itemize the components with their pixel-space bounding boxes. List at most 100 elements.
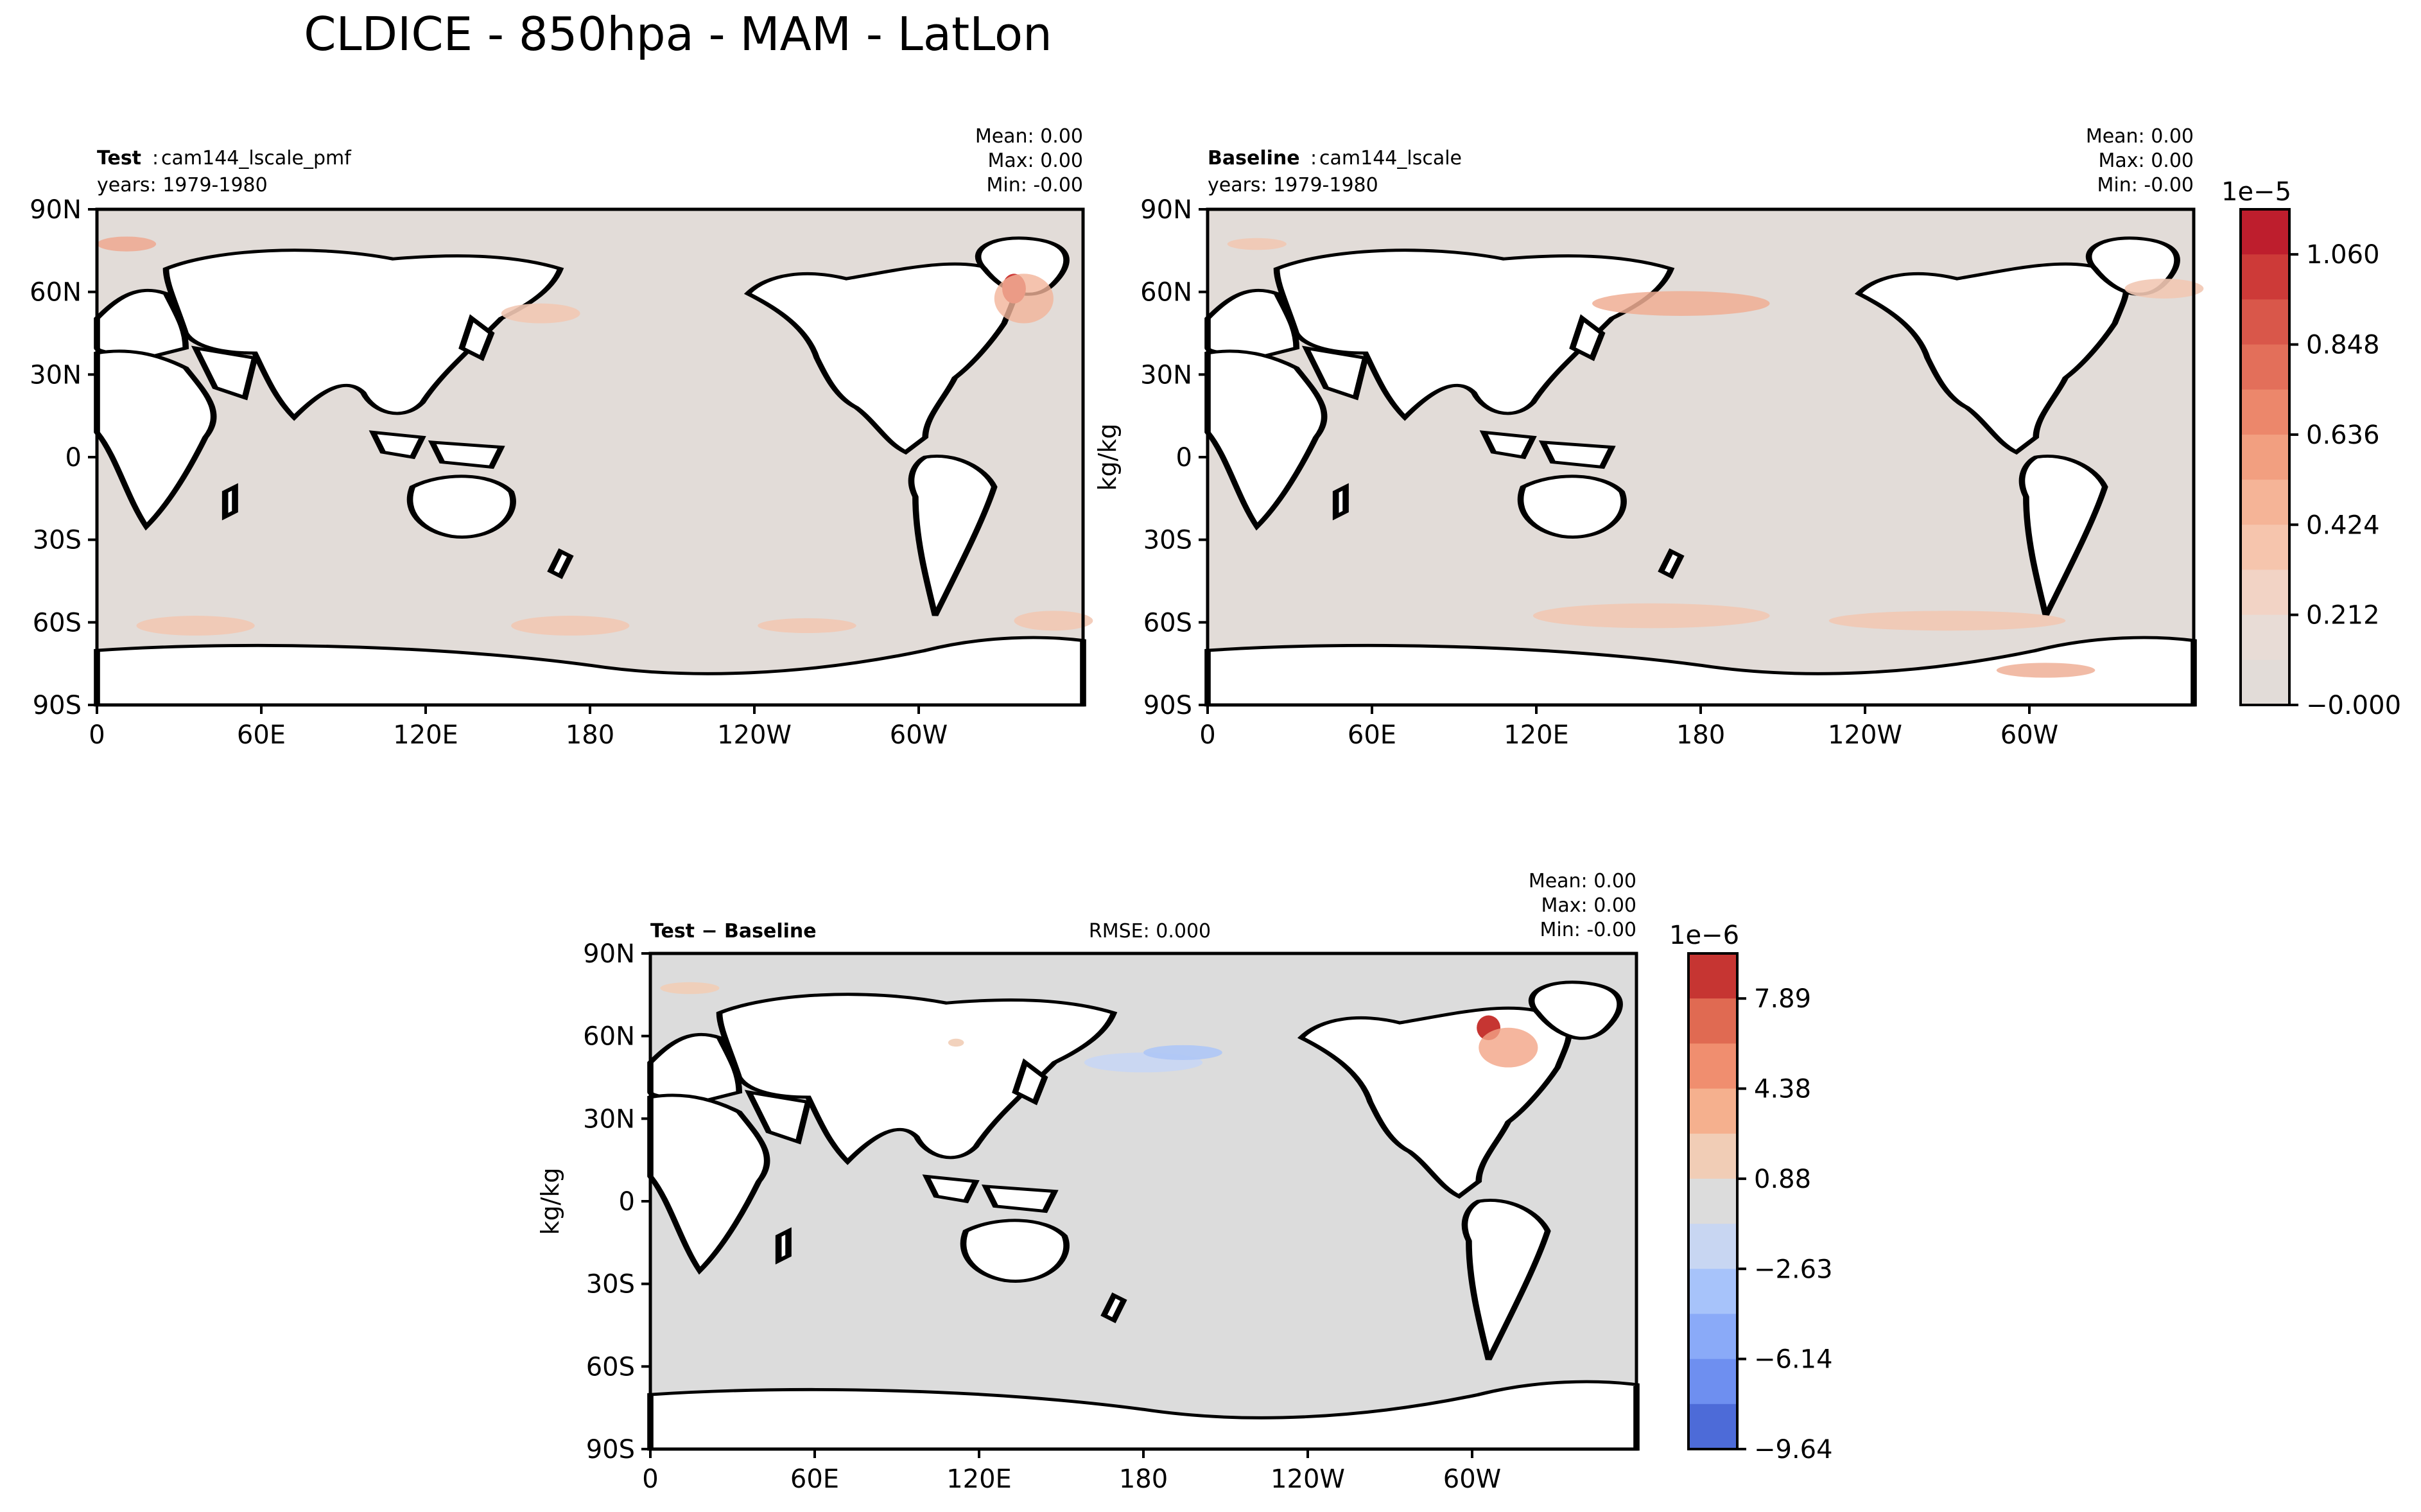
colorbar-bottom-swatch — [1688, 998, 1737, 1044]
test-anomaly-3 — [501, 303, 580, 324]
diff-lat-tick-label: 90N — [583, 939, 635, 969]
colorbar-top-swatch — [2241, 614, 2289, 661]
diff-lat-tick-label: 60N — [583, 1022, 635, 1052]
colorbar-top-label: 1.060 — [2306, 240, 2380, 270]
baseline-mean: Mean: 0.00 — [2086, 125, 2194, 148]
baseline-lon-tick-label: 120E — [1504, 720, 1569, 750]
colorbar-top-swatch — [2241, 299, 2289, 345]
baseline-years: years: 1979-1980 — [1208, 174, 1378, 196]
colorbar-bottom-label: −2.63 — [1754, 1255, 1833, 1284]
diff-ylabel: kg/kg — [536, 1167, 564, 1235]
baseline-anomaly-4 — [1828, 611, 2066, 631]
test-lon-tick-label: 60E — [237, 720, 286, 750]
diff-lat-tick-label: 0 — [619, 1187, 635, 1217]
baseline-anomaly-0 — [1592, 291, 1770, 316]
baseline-anomaly-5 — [1996, 663, 2096, 678]
test-lat-tick-label: 30N — [30, 360, 82, 390]
baseline-lat-tick-label: 0 — [1176, 443, 1192, 473]
test-lon-tick-label: 60W — [890, 720, 948, 750]
test-lon-tick-label: 120E — [393, 720, 458, 750]
test-label-bold: Test — [97, 147, 141, 169]
test-anomaly-7 — [1014, 611, 1093, 631]
colorbar-top-exponent: 1e−5 — [2221, 177, 2291, 207]
baseline-lon-tick-label: 60W — [2000, 720, 2058, 750]
diff-anomaly-4 — [1143, 1045, 1222, 1060]
baseline-anomalies — [1227, 238, 2204, 678]
colorbar-bottom-swatch — [1688, 1133, 1737, 1179]
test-anomaly-6 — [758, 618, 856, 634]
baseline-label-name: cam144_lscale — [1319, 147, 1462, 169]
test-anomalies — [97, 236, 1093, 636]
colorbar-bottom-swatch — [1688, 1088, 1737, 1134]
baseline-anomaly-3 — [1532, 603, 1770, 629]
colorbar-bottom-label: −6.14 — [1754, 1345, 1833, 1375]
diff-lat-tick-label: 30S — [586, 1270, 635, 1299]
colorbar-bottom-label: −9.64 — [1754, 1435, 1833, 1464]
diff-mean: Mean: 0.00 — [1529, 870, 1636, 892]
baseline-min: Min: -0.00 — [2097, 174, 2194, 196]
baseline-lat-tick-label: 90S — [1143, 691, 1192, 720]
colorbar-bottom-swatch — [1688, 1178, 1737, 1224]
baseline-max: Max: 0.00 — [2099, 150, 2194, 172]
colorbar-top-swatch — [2241, 569, 2289, 616]
test-label-colon: : — [152, 147, 159, 169]
test-label-name: cam144_lscale_pmf — [161, 147, 352, 169]
colorbar-top-label: 0.636 — [2306, 421, 2380, 450]
baseline-lon-tick-label: 0 — [1199, 720, 1215, 750]
colorbar-top: 1.060 0.848 0.636 0.424 0.212 −0.000 1e−5 — [2221, 177, 2401, 720]
test-anomaly-1 — [994, 274, 1054, 324]
colorbar-top-frame — [2239, 208, 2291, 706]
test-anomaly-2 — [97, 236, 157, 252]
test-max: Max: 0.00 — [988, 150, 1083, 172]
test-lon-tick-label: 0 — [89, 720, 105, 750]
colorbar-bottom-swatch — [1688, 1359, 1737, 1405]
diff-lon-tick-label: 60W — [1443, 1464, 1501, 1494]
colorbar-bottom-swatch — [1688, 953, 1737, 999]
colorbar-bottom-swatch — [1688, 1403, 1737, 1450]
diff-lon-tick-label: 0 — [642, 1464, 658, 1494]
colorbar-top-swatch — [2241, 480, 2289, 525]
baseline-lat-tick-label: 30N — [1140, 360, 1192, 390]
colorbar-bottom-frame — [1687, 952, 1739, 1450]
test-lat-tick-label: 90N — [30, 195, 82, 225]
diff-anomalies — [660, 982, 1538, 1073]
baseline-lon-tick-label: 120W — [1828, 720, 1902, 750]
colorbar-top-swatch — [2241, 434, 2289, 480]
diff-lon-tick-label: 120W — [1271, 1464, 1345, 1494]
colorbar-top-swatch — [2241, 209, 2289, 255]
test-anomaly-5 — [511, 616, 630, 636]
baseline-ylabel: kg/kg — [1093, 423, 1122, 491]
colorbar-top-swatch — [2241, 389, 2289, 435]
baseline-lat-tick-label: 30S — [1143, 526, 1192, 555]
diff-lon-tick-label: 60E — [790, 1464, 839, 1494]
diff-lon-tick-label: 180 — [1119, 1464, 1168, 1494]
diff-anomaly-2 — [660, 982, 720, 995]
baseline-lat-tick-label: 60N — [1140, 278, 1192, 308]
diff-max: Max: 0.00 — [1541, 894, 1636, 917]
figure-title: CLDICE - 850hpa - MAM - LatLon — [304, 7, 1052, 61]
diff-lat-tick-label: 90S — [586, 1435, 635, 1464]
baseline-anomaly-1 — [2124, 279, 2204, 299]
test-min: Min: -0.00 — [987, 174, 1084, 196]
colorbar-top-label: −0.000 — [2306, 691, 2401, 720]
colorbar-bottom-label: 4.38 — [1754, 1075, 1811, 1104]
colorbar-top-swatch — [2241, 659, 2289, 706]
colorbar-bottom-swatch — [1688, 1314, 1737, 1360]
diff-lon-tick-label: 120E — [946, 1464, 1012, 1494]
colorbar-bottom-swatch — [1688, 1269, 1737, 1314]
colorbar-bottom-swatch — [1688, 1224, 1737, 1269]
diff-anomaly-5 — [948, 1038, 964, 1047]
test-lat-tick-label: 30S — [33, 526, 82, 555]
colorbar-top-label: 0.424 — [2306, 510, 2380, 540]
colorbar-bottom-label: 7.89 — [1754, 984, 1811, 1014]
diff-rmse: RMSE: 0.000 — [1089, 920, 1211, 943]
test-anomaly-4 — [136, 616, 255, 636]
test-lat-tick-label: 60S — [33, 608, 82, 638]
test-lon-tick-label: 120W — [717, 720, 792, 750]
test-lon-tick-label: 180 — [566, 720, 614, 750]
baseline-lon-tick-label: 60E — [1348, 720, 1396, 750]
